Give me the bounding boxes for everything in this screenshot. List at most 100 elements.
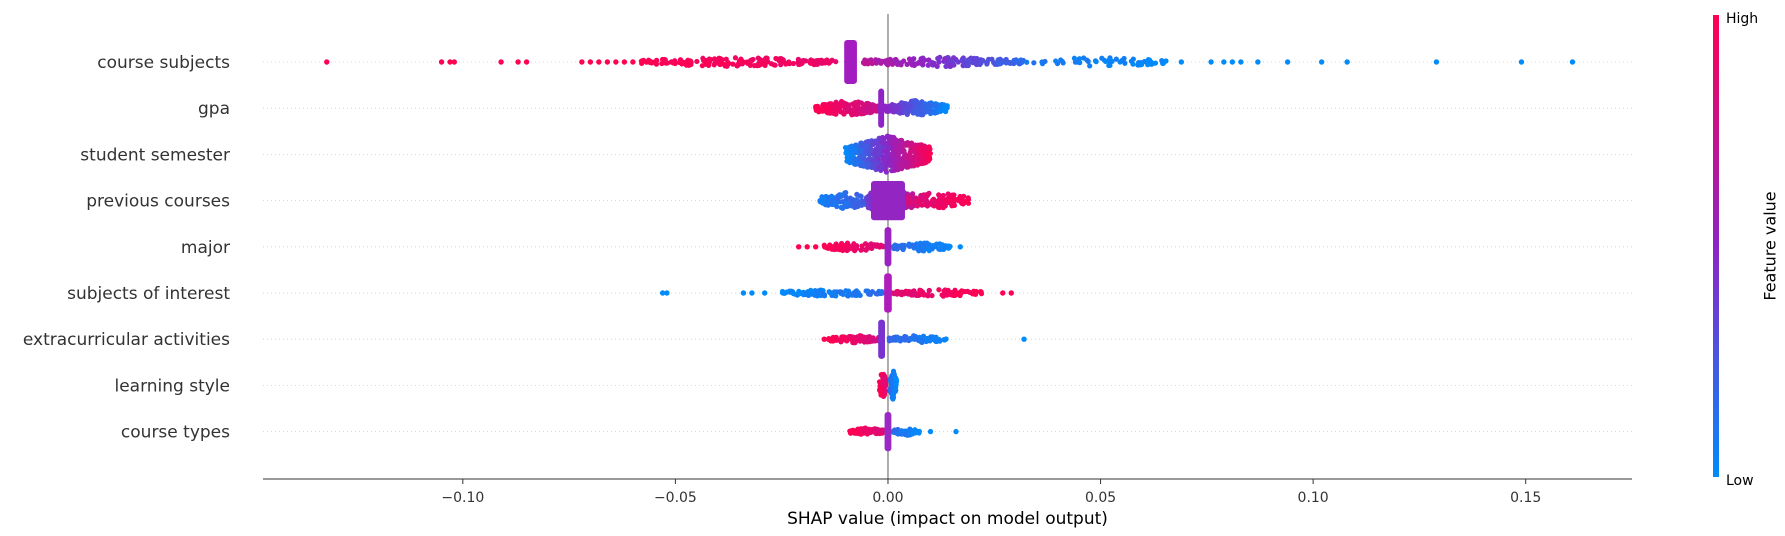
data-point <box>891 139 897 145</box>
data-point <box>840 100 846 106</box>
dense-cluster <box>884 227 892 267</box>
data-point <box>828 245 835 251</box>
data-point <box>867 291 873 297</box>
data-point <box>659 290 666 296</box>
data-point <box>965 288 971 294</box>
data-point <box>1099 55 1105 61</box>
data-point <box>918 202 925 208</box>
data-point <box>889 161 895 167</box>
data-point <box>920 247 926 254</box>
data-point <box>978 291 985 297</box>
data-point <box>621 59 628 65</box>
data-point <box>825 245 831 251</box>
data-point <box>858 148 864 154</box>
data-point <box>887 103 894 110</box>
data-point <box>1008 290 1014 296</box>
data-point <box>700 57 707 64</box>
data-point <box>919 151 925 157</box>
data-point <box>1159 57 1165 64</box>
data-point <box>804 244 810 250</box>
data-point <box>953 428 959 435</box>
data-point <box>787 288 793 294</box>
data-point <box>891 371 897 377</box>
data-point <box>604 59 611 65</box>
data-point <box>892 427 898 433</box>
x-tick-label: 0.00 <box>872 490 903 506</box>
feature-labels: course subjects gpa student semester previo… <box>23 53 230 443</box>
data-point <box>795 56 801 62</box>
data-point <box>920 160 926 166</box>
dense-cluster <box>884 411 892 452</box>
data-point <box>878 392 884 398</box>
data-point <box>852 290 858 297</box>
data-point <box>902 334 908 340</box>
data-point <box>1344 59 1350 65</box>
data-point <box>820 195 826 201</box>
data-point <box>877 430 883 437</box>
data-point <box>862 110 868 116</box>
data-point <box>883 140 889 146</box>
data-point <box>935 204 941 210</box>
feature-label: gpa <box>198 99 230 119</box>
data-point <box>744 59 750 65</box>
data-point <box>989 56 995 62</box>
data-point <box>1021 336 1027 342</box>
data-point <box>863 288 869 294</box>
data-point <box>938 244 944 250</box>
data-point <box>723 56 729 62</box>
data-point <box>927 150 933 157</box>
data-point <box>890 396 896 402</box>
data-point <box>957 289 963 296</box>
data-point <box>879 134 886 141</box>
data-point <box>870 157 876 163</box>
data-point <box>1107 62 1113 69</box>
data-point <box>906 241 912 247</box>
data-point <box>1238 59 1244 65</box>
data-point <box>904 289 910 295</box>
feature-label: learning style <box>114 376 230 396</box>
data-point <box>867 244 873 250</box>
data-point <box>630 59 636 65</box>
data-point <box>830 201 836 208</box>
data-point <box>963 62 969 69</box>
data-point <box>844 242 850 248</box>
data-point <box>957 244 963 250</box>
data-point <box>780 290 787 296</box>
data-point <box>844 154 850 161</box>
colorbar-high-label: High <box>1726 11 1758 27</box>
data-point <box>922 155 928 161</box>
data-point <box>997 60 1003 66</box>
data-point <box>846 333 852 340</box>
data-point <box>859 142 865 149</box>
data-point <box>876 151 882 157</box>
data-point <box>865 160 871 167</box>
data-point <box>451 59 458 65</box>
data-point <box>893 158 900 164</box>
data-point <box>717 61 723 68</box>
data-point <box>842 337 848 343</box>
data-point <box>932 109 938 116</box>
data-point <box>874 160 880 166</box>
data-point <box>828 58 834 64</box>
data-point <box>929 246 935 252</box>
data-point <box>677 59 684 66</box>
data-point <box>931 60 937 66</box>
data-point <box>937 102 943 109</box>
data-point <box>870 107 877 113</box>
data-point <box>756 60 762 66</box>
data-point <box>579 59 585 65</box>
data-point <box>984 60 990 66</box>
data-point <box>894 148 901 155</box>
data-point <box>930 198 936 204</box>
data-point <box>906 162 912 168</box>
data-point <box>852 99 858 106</box>
x-axis-title: SHAP value (impact on model output) <box>787 509 1108 529</box>
data-point <box>717 55 723 62</box>
data-point <box>926 287 932 294</box>
feature-label: subjects of interest <box>67 284 230 304</box>
data-point <box>913 109 919 116</box>
data-point <box>924 104 930 110</box>
feature-label: course types <box>121 423 230 443</box>
data-point <box>1107 55 1113 61</box>
data-point <box>918 192 924 199</box>
